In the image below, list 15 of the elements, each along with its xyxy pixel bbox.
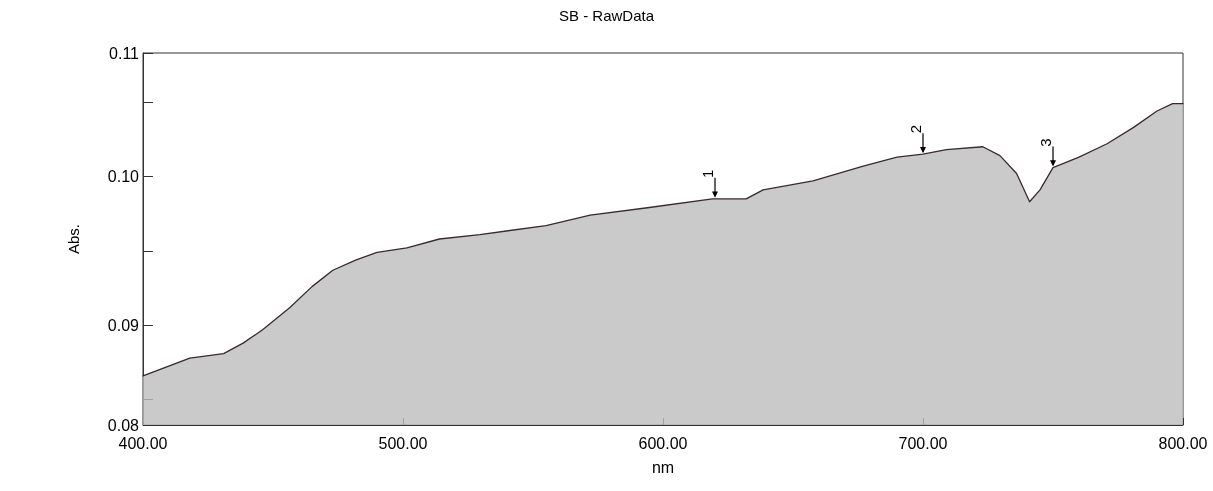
x-tick-label: 600.00 [638,434,688,452]
x-tick-label: 700.00 [898,434,948,452]
x-tick-label: 400.00 [118,434,168,452]
annotation: 3 [1037,138,1054,147]
x-axis-title: nm [651,458,675,476]
y-axis-title: Abs. [65,223,82,255]
x-tick-label: 500.00 [378,434,428,452]
y-tick-label: 0.11 [109,44,140,62]
chart-title: SB - RawData [558,7,655,24]
x-tick-label: 800.00 [1158,434,1208,452]
y-tick-label: 0.10 [107,168,140,185]
annotation: 2 [907,125,924,134]
y-tick-label: 0.08 [107,416,140,434]
y-tick-label: 0.09 [107,316,140,334]
annotation: 1 [699,169,716,178]
